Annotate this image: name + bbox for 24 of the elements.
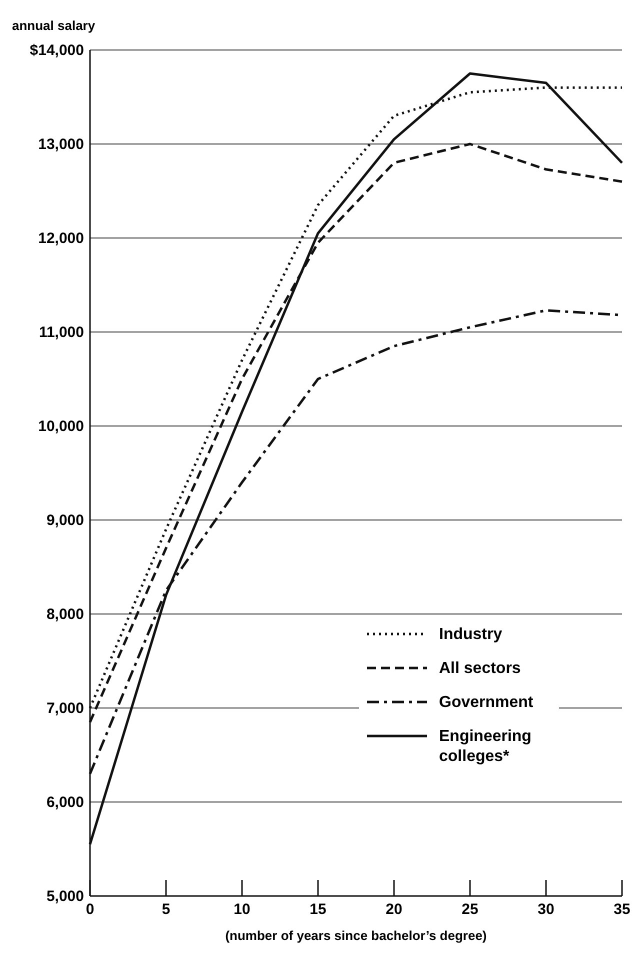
x-tick-label: 30 xyxy=(538,901,554,918)
y-tick-label: 11,000 xyxy=(38,324,84,341)
y-tick-label: 12,000 xyxy=(38,230,84,247)
y-axis-title: annual salary xyxy=(12,18,96,33)
y-tick-label: 5,000 xyxy=(46,888,84,905)
y-tick-label: 7,000 xyxy=(46,700,84,717)
y-tick-label: 8,000 xyxy=(46,606,84,623)
legend-label: Engineering colleges* xyxy=(439,728,532,765)
legend-label: All sectors xyxy=(439,660,521,677)
x-tick-label: 20 xyxy=(386,901,402,918)
x-tick-label: 25 xyxy=(462,901,478,918)
legend-label: Industry xyxy=(439,626,502,643)
legend-label: Government xyxy=(439,694,534,711)
y-tick-label: 10,000 xyxy=(38,418,84,435)
x-tick-label: 0 xyxy=(86,901,94,918)
x-tick-label: 35 xyxy=(614,901,630,918)
y-tick-label: 6,000 xyxy=(46,794,84,811)
x-tick-label: 10 xyxy=(234,901,250,918)
x-tick-label: 5 xyxy=(162,901,170,918)
y-tick-label: $14,000 xyxy=(30,42,84,59)
x-tick-label: 15 xyxy=(310,901,326,918)
y-tick-label: 13,000 xyxy=(38,136,84,153)
x-axis-title: (number of years since bachelor’s degree) xyxy=(225,928,487,943)
y-tick-label: 9,000 xyxy=(46,512,84,529)
